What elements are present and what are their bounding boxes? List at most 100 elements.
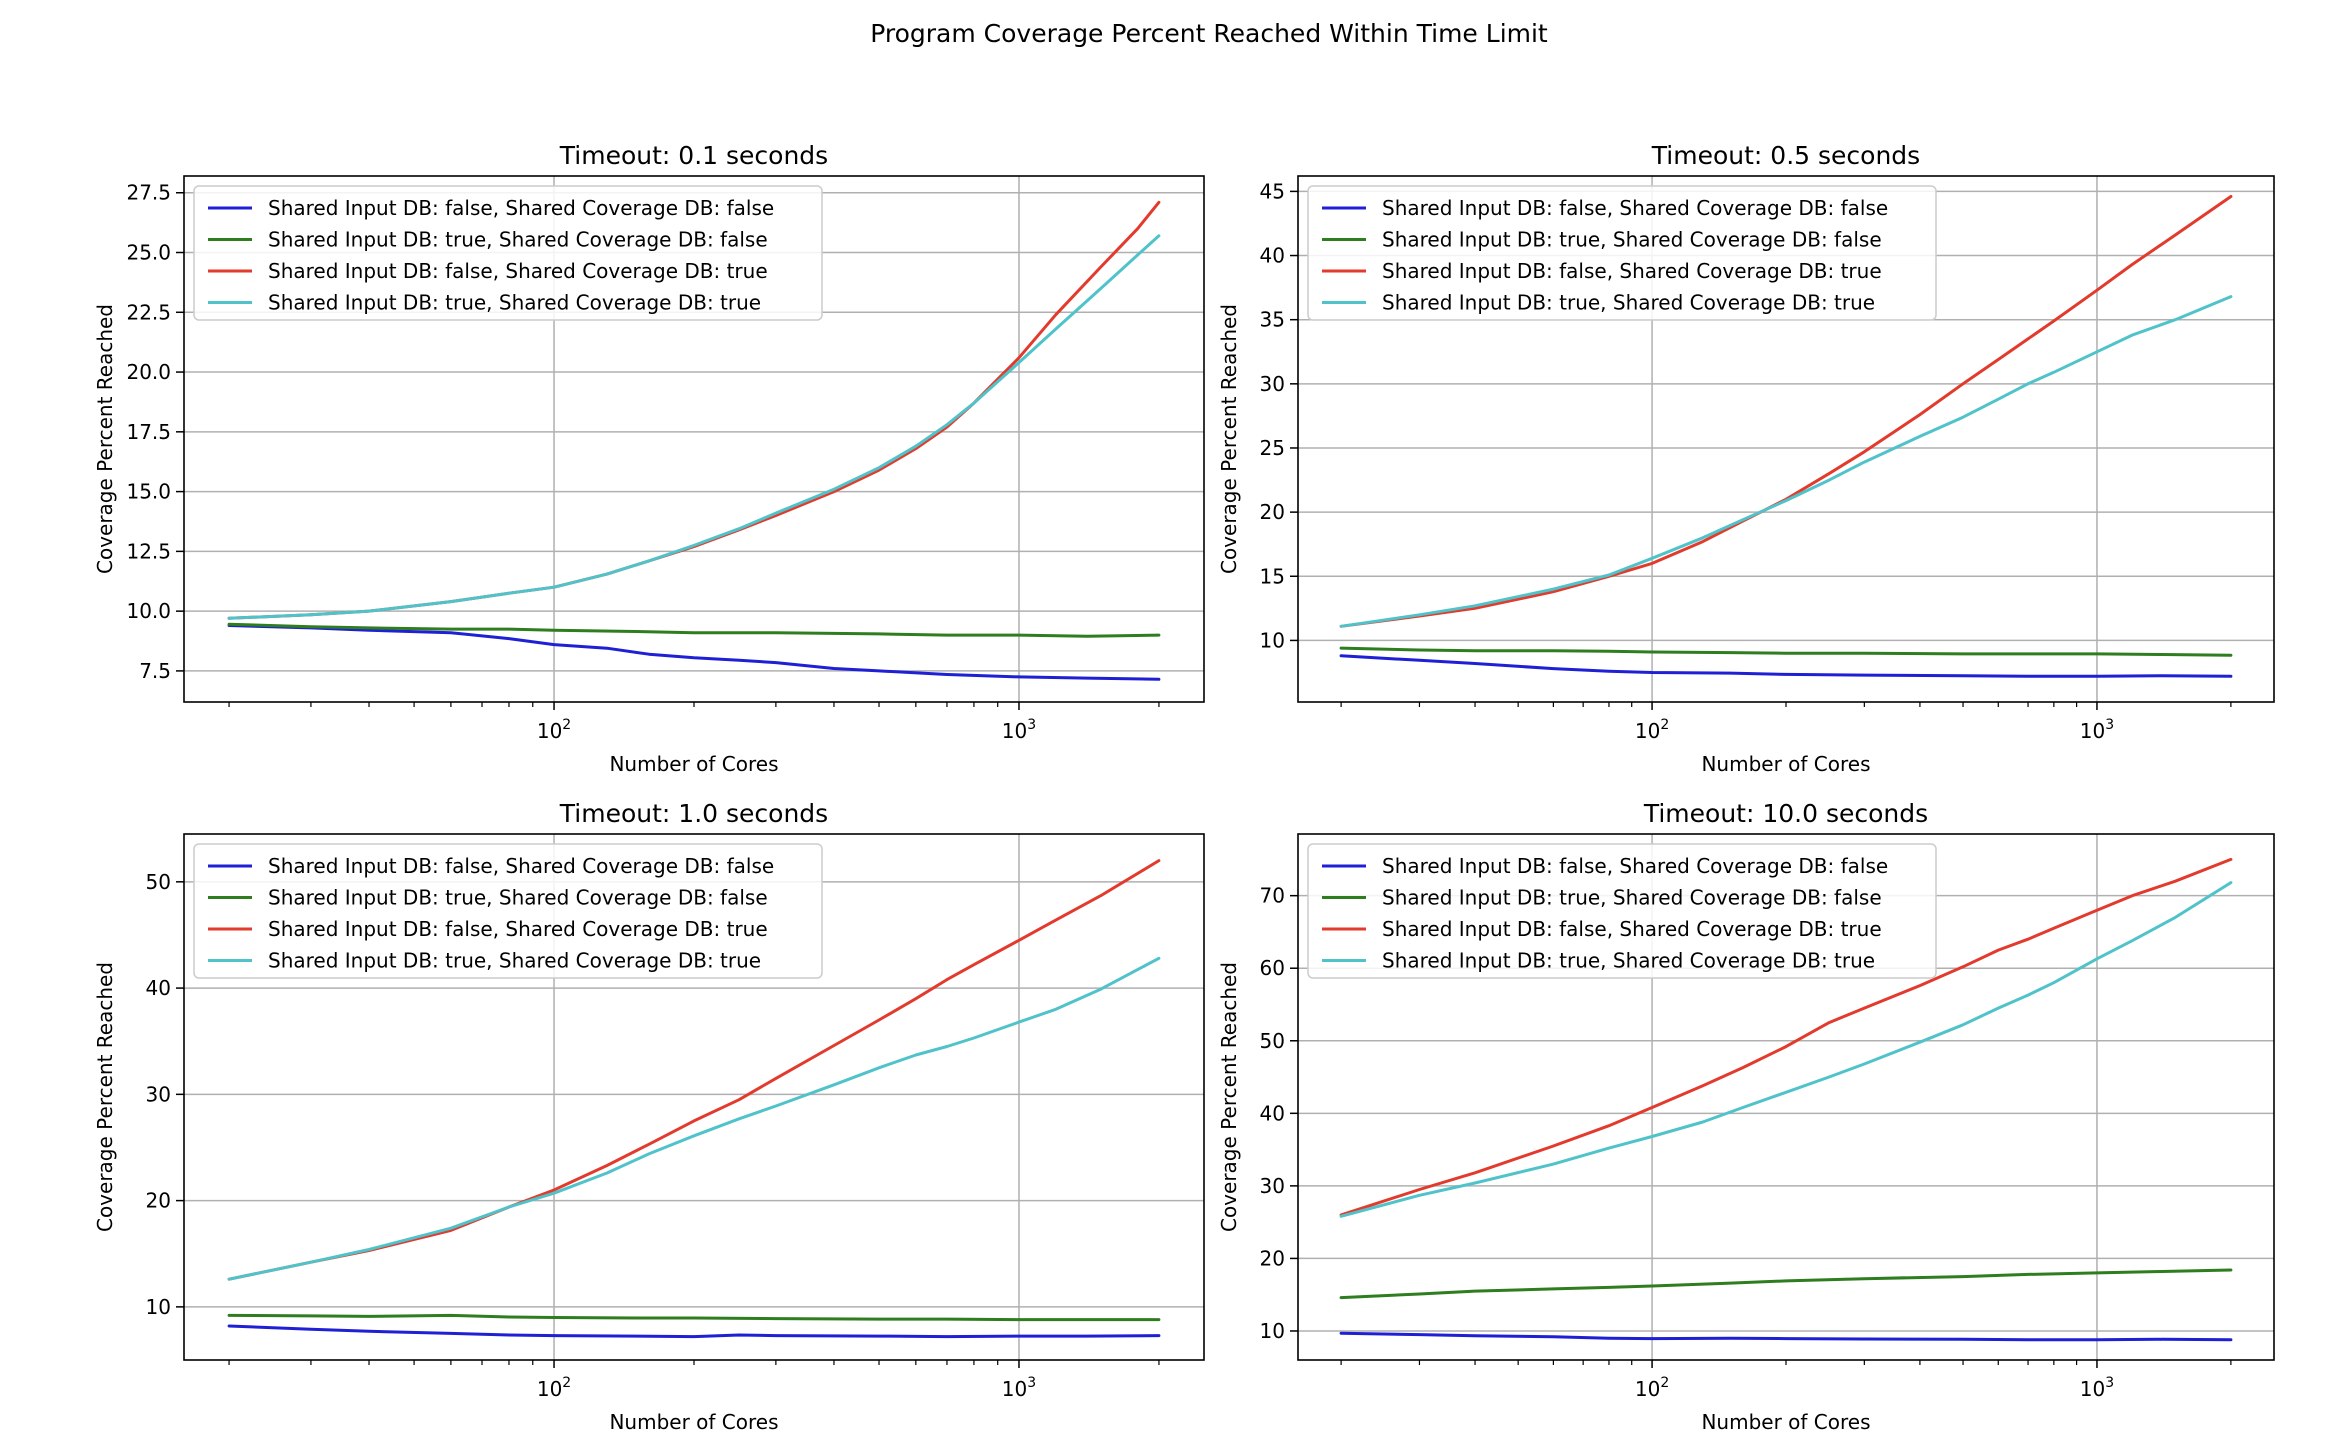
legend: Shared Input DB: false, Shared Coverage … [1307, 843, 1937, 979]
y-tick-label: 25.0 [126, 241, 171, 265]
legend-entry-3: Shared Input DB: false, Shared Coverage … [1382, 259, 1882, 283]
y-tick-label: 50 [146, 870, 171, 894]
y-tick-label: 25 [1260, 436, 1285, 460]
legend-entry-1: Shared Input DB: false, Shared Coverage … [268, 196, 774, 220]
series-line-3 [1339, 857, 2233, 1217]
y-tick-label: 30 [146, 1082, 171, 1106]
x-tick-label: 102 [537, 1375, 571, 1401]
y-tick-label: 20 [1260, 1246, 1285, 1270]
y-tick-label: 10 [146, 1295, 171, 1319]
series-line-4 [1339, 881, 2233, 1218]
subplot-title: Timeout: 10.0 seconds [1643, 799, 1928, 828]
series-line-2 [227, 1313, 1161, 1322]
x-axis-label: Number of Cores [609, 752, 778, 776]
y-tick-label: 15 [1260, 564, 1285, 588]
legend-entry-4: Shared Input DB: true, Shared Coverage D… [268, 291, 761, 315]
legend: Shared Input DB: false, Shared Coverage … [1307, 185, 1937, 321]
x-axis-label: Number of Cores [1701, 752, 1870, 776]
y-tick-label: 50 [1260, 1029, 1285, 1053]
legend-entry-3: Shared Input DB: false, Shared Coverage … [1382, 917, 1882, 941]
y-tick-label: 10 [1260, 1319, 1285, 1343]
series-line-2 [1339, 646, 2233, 657]
legend: Shared Input DB: false, Shared Coverage … [193, 843, 823, 979]
subplot-title: Timeout: 0.5 seconds [1651, 141, 1920, 170]
legend-entry-2: Shared Input DB: true, Shared Coverage D… [1382, 886, 1882, 910]
y-tick-label: 70 [1260, 884, 1285, 908]
x-tick-exponent: 3 [2105, 717, 2114, 733]
y-axis-label: Coverage Percent Reached [93, 304, 117, 574]
y-tick-label: 22.5 [126, 300, 171, 324]
y-tick-label: 35 [1260, 308, 1285, 332]
legend-box [193, 843, 823, 979]
y-tick-label: 27.5 [126, 181, 171, 205]
x-tick-exponent: 2 [1660, 1375, 1669, 1391]
y-tick-label: 10 [1260, 628, 1285, 652]
x-axis-label: Number of Cores [609, 1410, 778, 1434]
series-line-4 [227, 956, 1161, 1281]
legend-box [1307, 185, 1937, 321]
y-tick-label: 30 [1260, 372, 1285, 396]
x-tick-exponent: 2 [562, 1375, 571, 1391]
legend-entry-3: Shared Input DB: false, Shared Coverage … [268, 259, 768, 283]
legend-box [193, 185, 823, 321]
x-axis-label: Number of Cores [1701, 1410, 1870, 1434]
legend-entry-2: Shared Input DB: true, Shared Coverage D… [268, 228, 768, 252]
x-tick-exponent: 3 [1027, 717, 1036, 733]
axes-frame [1297, 833, 2275, 1361]
legend-entry-1: Shared Input DB: false, Shared Coverage … [1382, 196, 1888, 220]
y-tick-label: 60 [1260, 956, 1285, 980]
x-tick-exponent: 2 [1660, 717, 1669, 733]
x-tick-exponent: 3 [2105, 1375, 2114, 1391]
y-tick-label: 20 [146, 1189, 171, 1213]
y-tick-label: 20 [1260, 500, 1285, 524]
series-line-3 [227, 859, 1161, 1281]
subplot-title: Timeout: 0.1 seconds [559, 141, 828, 170]
y-tick-label: 15.0 [126, 480, 171, 504]
series-line-4 [1339, 295, 2233, 628]
series-line-1 [1339, 654, 2233, 678]
legend-entry-3: Shared Input DB: false, Shared Coverage … [268, 917, 768, 941]
legend-entry-1: Shared Input DB: false, Shared Coverage … [268, 854, 774, 878]
series-line-2 [1339, 1268, 2233, 1300]
axes-frame [183, 175, 1205, 703]
legend-entry-2: Shared Input DB: true, Shared Coverage D… [1382, 228, 1882, 252]
legend-entry-1: Shared Input DB: false, Shared Coverage … [1382, 854, 1888, 878]
y-axis-label: Coverage Percent Reached [1217, 962, 1241, 1232]
y-tick-label: 7.5 [139, 659, 171, 683]
legend-entry-4: Shared Input DB: true, Shared Coverage D… [1382, 949, 1875, 973]
series-line-1 [227, 624, 1161, 681]
y-tick-label: 40 [1260, 1101, 1285, 1125]
series-line-4 [227, 234, 1161, 620]
y-tick-label: 17.5 [126, 420, 171, 444]
legend-entry-4: Shared Input DB: true, Shared Coverage D… [1382, 291, 1875, 315]
legend-box [1307, 843, 1937, 979]
y-axis-label: Coverage Percent Reached [1217, 304, 1241, 574]
legend-entry-4: Shared Input DB: true, Shared Coverage D… [268, 949, 761, 973]
series-line-1 [227, 1324, 1161, 1339]
y-tick-label: 20.0 [126, 360, 171, 384]
y-tick-label: 40 [1260, 244, 1285, 268]
x-tick-exponent: 2 [562, 717, 571, 733]
y-tick-label: 30 [1260, 1174, 1285, 1198]
x-tick-exponent: 3 [1027, 1375, 1036, 1391]
y-tick-label: 10.0 [126, 599, 171, 623]
axes-frame [183, 833, 1205, 1361]
axes-frame [1297, 175, 2275, 703]
legend-entry-2: Shared Input DB: true, Shared Coverage D… [268, 886, 768, 910]
y-axis-label: Coverage Percent Reached [93, 962, 117, 1232]
series-line-2 [227, 622, 1161, 638]
y-tick-label: 12.5 [126, 539, 171, 563]
series-line-1 [1339, 1331, 2233, 1342]
series-line-3 [1339, 195, 2233, 628]
y-tick-label: 40 [146, 976, 171, 1000]
figure-suptitle: Program Coverage Percent Reached Within … [870, 19, 1548, 48]
y-tick-label: 45 [1260, 179, 1285, 203]
legend: Shared Input DB: false, Shared Coverage … [193, 185, 823, 321]
subplot-title: Timeout: 1.0 seconds [559, 799, 828, 828]
